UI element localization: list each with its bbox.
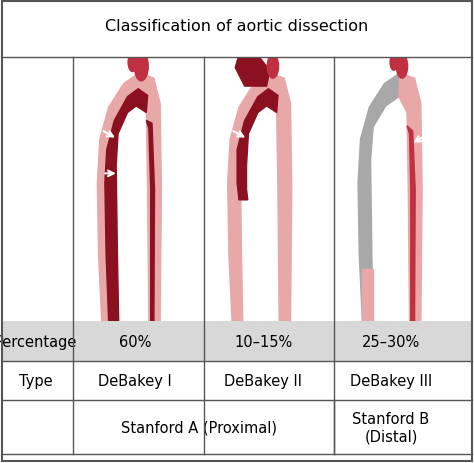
Text: Type: Type — [19, 373, 52, 388]
Polygon shape — [363, 269, 373, 322]
Polygon shape — [407, 126, 415, 322]
Circle shape — [267, 55, 279, 79]
Circle shape — [396, 55, 408, 79]
Text: 25–30%: 25–30% — [362, 334, 420, 349]
Polygon shape — [138, 74, 161, 322]
Polygon shape — [399, 74, 422, 322]
Circle shape — [390, 55, 398, 71]
Polygon shape — [268, 74, 292, 322]
Text: Stanford B
(Distal): Stanford B (Distal) — [353, 411, 429, 443]
Polygon shape — [358, 74, 413, 322]
Text: DeBakey I: DeBakey I — [98, 373, 172, 388]
Text: Stanford A (Proximal): Stanford A (Proximal) — [121, 419, 277, 435]
Circle shape — [128, 54, 137, 72]
Polygon shape — [228, 74, 283, 322]
Circle shape — [135, 53, 148, 81]
Text: DeBakey II: DeBakey II — [224, 373, 302, 388]
Polygon shape — [105, 89, 147, 322]
Text: 60%: 60% — [119, 334, 151, 349]
Text: DeBakey III: DeBakey III — [350, 373, 432, 388]
Text: 10–15%: 10–15% — [234, 334, 292, 349]
Polygon shape — [97, 74, 152, 322]
Text: Classification of aortic dissection: Classification of aortic dissection — [105, 19, 369, 33]
Polygon shape — [235, 51, 270, 87]
Polygon shape — [237, 89, 278, 200]
Text: Percentage: Percentage — [0, 334, 77, 349]
Polygon shape — [146, 121, 155, 322]
